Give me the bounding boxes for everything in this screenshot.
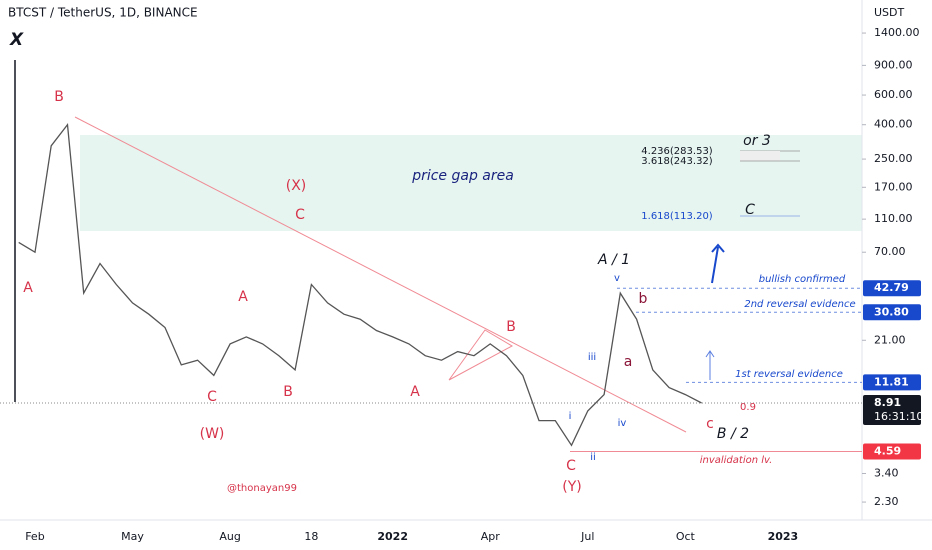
wave-label: a bbox=[624, 354, 633, 370]
currency: USDT bbox=[874, 6, 905, 19]
y-tick-label: 2.30 bbox=[874, 495, 899, 508]
wave-label: 0.9 bbox=[740, 402, 756, 413]
wave-label: (W) bbox=[200, 426, 225, 442]
wave-label: (X) bbox=[286, 178, 307, 194]
wave-label: bullish confirmed bbox=[759, 274, 846, 285]
wave-label: (Y) bbox=[562, 479, 581, 495]
x-tick-label: 2022 bbox=[377, 530, 408, 543]
price-badge bbox=[863, 304, 921, 321]
wave-label: A bbox=[410, 384, 420, 400]
wave-label: iv bbox=[618, 418, 627, 429]
wave-label: invalidation lv. bbox=[700, 455, 773, 466]
y-tick-label: 3.40 bbox=[874, 466, 899, 479]
price-badge bbox=[863, 374, 921, 391]
y-tick-label: 1400.00 bbox=[874, 26, 920, 39]
wave-label: B bbox=[506, 319, 516, 335]
wave-label: @thonayan99 bbox=[227, 483, 297, 494]
wave-label: c bbox=[706, 416, 714, 432]
price-badge bbox=[863, 395, 921, 426]
wave-label: i bbox=[569, 411, 572, 422]
wave-label: price gap area bbox=[411, 168, 514, 184]
wave-label: A / 1 bbox=[597, 252, 630, 268]
price-badge-label: 30.80 bbox=[874, 305, 909, 318]
y-tick-label: 70.00 bbox=[874, 245, 906, 258]
y-tick-label: 400.00 bbox=[874, 118, 913, 131]
logo: X bbox=[9, 30, 24, 50]
y-tick-label: 110.00 bbox=[874, 212, 913, 225]
price-badge-label: 8.91 bbox=[874, 396, 901, 409]
x-tick-label: Jul bbox=[580, 530, 594, 543]
countdown: 16:31:10 bbox=[874, 410, 923, 423]
wave-label: 1st reversal evidence bbox=[735, 369, 843, 380]
price-line bbox=[18, 123, 702, 447]
fib-zone bbox=[740, 151, 780, 161]
x-tick-label: Aug bbox=[219, 530, 240, 543]
price-badge-label: 42.79 bbox=[874, 281, 909, 294]
wave-label: A bbox=[238, 289, 248, 305]
triangle bbox=[448, 329, 514, 381]
wave-label: C bbox=[207, 389, 217, 405]
price-badge bbox=[863, 443, 921, 460]
y-tick-label: 600.00 bbox=[874, 88, 913, 101]
x-tick-label: Oct bbox=[676, 530, 696, 543]
price-badge-label: 11.81 bbox=[874, 375, 909, 388]
x-tick-label: Apr bbox=[481, 530, 501, 543]
arrow bbox=[711, 243, 725, 284]
wave-label: C bbox=[295, 207, 305, 223]
price-gap-zone bbox=[80, 135, 862, 231]
y-tick-label: 250.00 bbox=[874, 152, 913, 165]
arrow bbox=[705, 350, 715, 380]
price-badge-label: 4.59 bbox=[874, 445, 901, 458]
wave-label: 3.618(243.32) bbox=[641, 156, 713, 167]
wave-label: C bbox=[745, 202, 755, 218]
wave-label: or 3 bbox=[743, 133, 771, 149]
wave-label: 4.236(283.53) bbox=[641, 146, 713, 157]
x-tick-label: 2023 bbox=[768, 530, 799, 543]
y-tick-label: 170.00 bbox=[874, 180, 913, 193]
wave-label: C bbox=[566, 458, 576, 474]
wave-label: B bbox=[283, 384, 293, 400]
wave-label: B bbox=[54, 89, 64, 105]
price-badge bbox=[863, 280, 921, 297]
wave-label: iii bbox=[588, 352, 596, 363]
x-tick-label: May bbox=[121, 530, 144, 543]
y-tick-label: 900.00 bbox=[874, 58, 913, 71]
trend-line bbox=[74, 116, 687, 433]
x-tick-label: Feb bbox=[25, 530, 44, 543]
wave-label: v bbox=[614, 273, 620, 284]
y-tick-label: 21.00 bbox=[874, 333, 906, 346]
wave-label: ii bbox=[590, 452, 596, 463]
wave-label: 1.618(113.20) bbox=[641, 211, 713, 222]
symbol-title: BTCST / TetherUS, 1D, BINANCE bbox=[8, 6, 198, 20]
wave-label: 2nd reversal evidence bbox=[744, 299, 855, 310]
wave-label: B / 2 bbox=[717, 426, 749, 442]
wave-label: A bbox=[23, 280, 33, 296]
x-tick-label: 18 bbox=[304, 530, 318, 543]
wave-label: b bbox=[639, 291, 648, 307]
